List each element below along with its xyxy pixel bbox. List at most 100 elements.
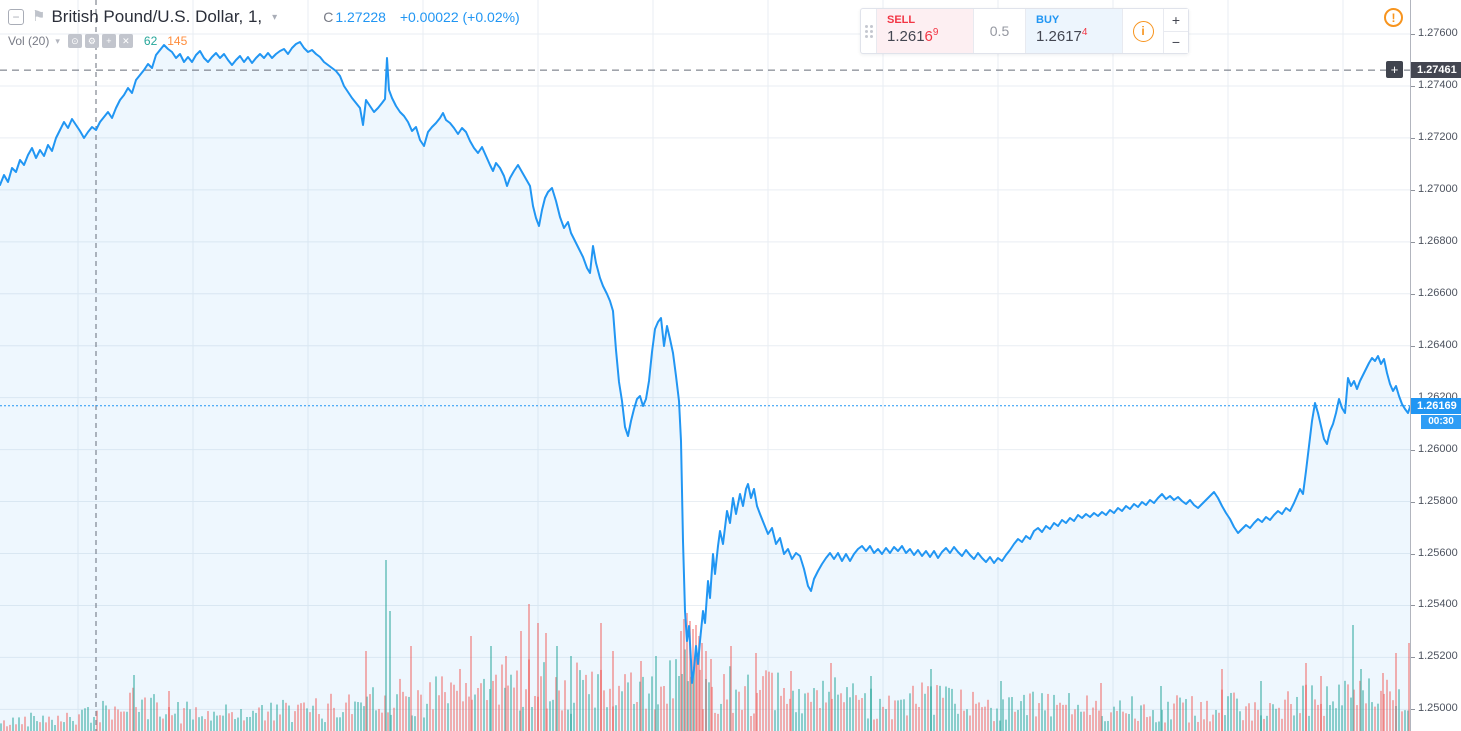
volume-bar (42, 715, 44, 731)
price-axis[interactable]: 1.27600 1.27400 1.27200 1.27000 1.26800 1.266… (1410, 0, 1461, 731)
volume-bar (12, 717, 14, 731)
volume-bar (588, 694, 590, 731)
collapse-pane-icon[interactable]: − (8, 9, 24, 25)
volume-bar (339, 717, 341, 731)
chevron-down-icon[interactable]: ▾ (272, 11, 278, 23)
chart-legend: − ⚑ British Pound/U.S. Dollar, 1, ▾ C 1.2… (8, 6, 520, 50)
add-indicator-icon[interactable]: + (101, 34, 116, 48)
bar-countdown: 00:30 (1421, 415, 1461, 429)
volume-bar (102, 700, 104, 731)
volume-bar (1176, 695, 1178, 731)
volume-bar (51, 719, 53, 731)
trading-info-button[interactable]: i (1122, 9, 1163, 53)
volume-bar (1140, 705, 1142, 731)
volume-bar (24, 716, 26, 731)
volume-bar (1344, 680, 1346, 731)
volume-bar (990, 707, 992, 731)
sell-button[interactable]: SELL 1.26169 (877, 9, 973, 53)
drag-handle[interactable] (861, 9, 877, 53)
volume-spike-bar (1160, 686, 1162, 731)
settings-icon[interactable]: ⚙ (84, 34, 99, 48)
volume-bar (129, 692, 131, 731)
volume-spike-bar (930, 669, 932, 731)
volume-bar (456, 690, 458, 731)
volume-value: 62 (143, 34, 158, 48)
symbol-title[interactable]: British Pound/U.S. Dollar, 1, (51, 7, 263, 26)
volume-bar (957, 713, 959, 731)
volume-bar (1191, 696, 1193, 731)
volume-bar (1266, 715, 1268, 731)
alert-price-label[interactable]: 1.27461 (1411, 62, 1461, 78)
chart-canvas[interactable] (0, 0, 1410, 731)
volume-spike-bar (490, 646, 492, 731)
volume-spike-bar (695, 625, 697, 731)
volume-bar (1143, 704, 1145, 731)
volume-bar (885, 709, 887, 731)
volume-bar (15, 724, 17, 731)
volume-bar (174, 713, 176, 731)
volume-bar (684, 649, 686, 731)
buy-button[interactable]: BUY 1.26174 (1026, 9, 1122, 53)
volume-spike-bar (701, 643, 703, 731)
volume-bar (516, 670, 518, 731)
volume-spike-bar (1305, 663, 1307, 731)
volume-bar (204, 719, 206, 731)
add-alert-button[interactable]: + (1386, 61, 1403, 78)
warning-icon[interactable]: ! (1384, 8, 1403, 27)
volume-bar (663, 685, 665, 731)
volume-spike-bar (1382, 673, 1384, 731)
volume-bar (1209, 721, 1211, 731)
flag-icon[interactable]: ⚑ (32, 8, 46, 25)
volume-bar (1212, 714, 1214, 731)
volume-bar (978, 702, 980, 731)
axis-tick (1411, 190, 1415, 191)
volume-bar (471, 699, 473, 731)
remove-indicator-icon[interactable]: ✕ (118, 34, 133, 48)
volume-bar (378, 708, 380, 731)
volume-bar (945, 686, 947, 731)
volume-bar (1257, 709, 1259, 731)
volume-bar (165, 714, 167, 731)
volume-bar (375, 710, 377, 731)
volume-bar (1308, 715, 1310, 731)
volume-bar (69, 716, 71, 731)
axis-tick (1411, 709, 1415, 710)
volume-bar (315, 698, 317, 731)
price-tick-label: 1.25200 (1418, 650, 1458, 662)
volume-bar (936, 685, 938, 731)
volume-bar (720, 703, 722, 731)
buy-label: BUY (1036, 14, 1060, 26)
volume-bar (210, 720, 212, 731)
quote-values: C 1.27228 +0.00022 (+0.02%) (323, 9, 520, 25)
volume-bar (120, 711, 122, 731)
volume-bar (420, 694, 422, 731)
volume-bar (726, 699, 728, 731)
visibility-icon[interactable]: ⊙ (67, 34, 82, 48)
decrease-button[interactable]: − (1164, 31, 1188, 53)
volume-bar (915, 703, 917, 731)
increase-button[interactable]: + (1164, 9, 1188, 32)
volume-indicator-label[interactable]: Vol (20) (8, 34, 50, 48)
volume-bar (723, 674, 725, 731)
volume-bar (180, 723, 182, 731)
volume-bar (996, 708, 998, 731)
volume-bar (1149, 716, 1151, 731)
volume-bar (1287, 691, 1289, 731)
volume-bar (336, 717, 338, 731)
volume-bar (1062, 704, 1064, 731)
volume-spike-bar (365, 651, 367, 731)
volume-bar (135, 707, 137, 731)
volume-spike-bar (730, 646, 732, 731)
volume-bar (825, 702, 827, 731)
volume-bar (6, 726, 8, 731)
close-label: C (323, 9, 334, 25)
volume-bar (138, 711, 140, 731)
volume-bar (1281, 718, 1283, 731)
chevron-down-icon[interactable]: ▾ (55, 35, 60, 46)
volume-spike-bar (537, 623, 539, 731)
volume-bar (459, 668, 461, 731)
volume-spike-bar (870, 676, 872, 731)
volume-bar (1332, 701, 1334, 731)
volume-bar (108, 709, 110, 731)
volume-bar (1119, 700, 1121, 731)
